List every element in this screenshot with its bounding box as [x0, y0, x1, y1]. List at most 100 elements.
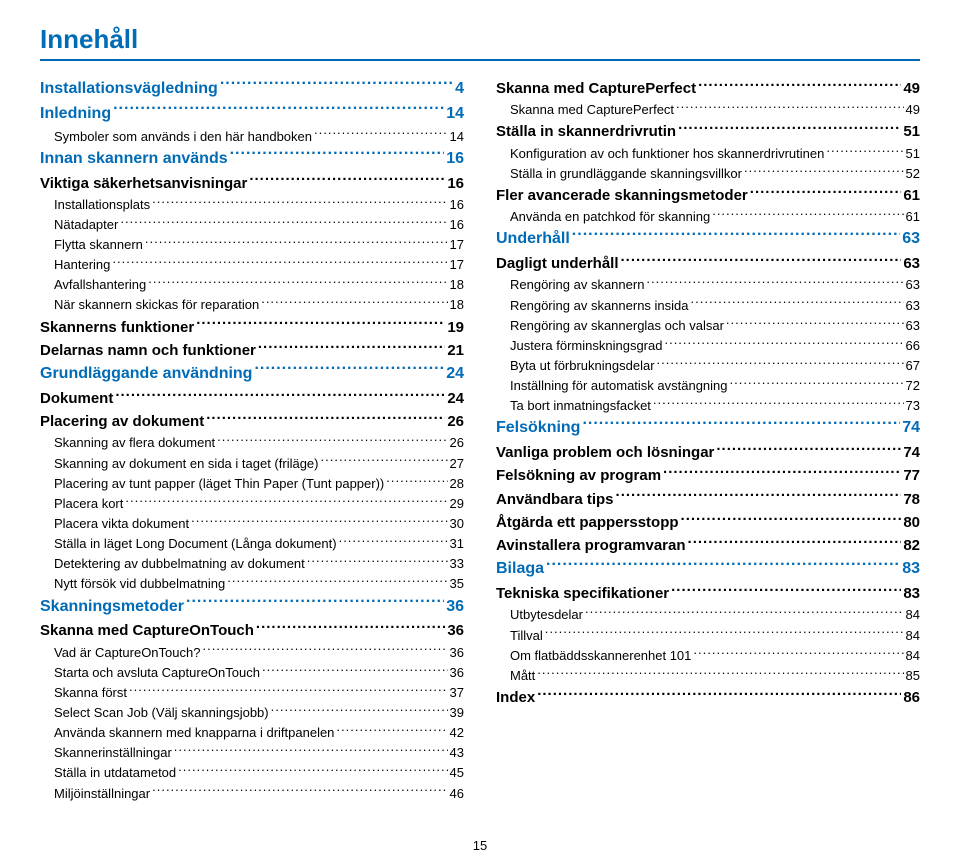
toc-entry[interactable]: Installationsvägledning 4 [40, 77, 464, 102]
toc-entry[interactable]: Flytta skannern 17 [40, 235, 464, 255]
toc-entry[interactable]: Nytt försök vid dubbelmatning 35 [40, 574, 464, 594]
toc-entry[interactable]: Bilaga 83 [496, 557, 920, 582]
toc-entry-label: Grundläggande användning [40, 362, 252, 387]
toc-entry[interactable]: Rengöring av skannerns insida 63 [496, 296, 920, 316]
toc-entry[interactable]: Skannerns funktioner 19 [40, 316, 464, 339]
toc-entry-label: Inställning för automatisk avstängning [510, 376, 728, 396]
toc-entry[interactable]: Symboler som används i den här handboken… [40, 127, 464, 147]
toc-entry-label: Placering av tunt papper (läget Thin Pap… [54, 474, 384, 494]
toc-entry[interactable]: Skanningsmetoder 36 [40, 595, 464, 620]
toc-entry-page: 24 [447, 387, 464, 410]
toc-entry[interactable]: Rengöring av skannerglas och valsar 63 [496, 316, 920, 336]
toc-entry-page: 24 [446, 362, 464, 387]
toc-entry[interactable]: Delarnas namn och funktioner 21 [40, 339, 464, 362]
toc-entry[interactable]: Använda skannern med knapparna i driftpa… [40, 723, 464, 743]
toc-entry[interactable]: Ställa in grundläggande skanningsvillkor… [496, 164, 920, 184]
toc-entry[interactable]: Dokument 24 [40, 387, 464, 410]
toc-entry[interactable]: Åtgärda ett pappersstopp 80 [496, 511, 920, 534]
toc-entry-leader [712, 208, 903, 221]
toc-entry-leader [174, 744, 448, 757]
toc-entry-leader [230, 147, 445, 163]
toc-entry[interactable]: Skanna först 37 [40, 683, 464, 703]
toc-entry-leader [314, 128, 448, 141]
toc-entry[interactable]: Skanna med CaptureOnTouch 36 [40, 619, 464, 642]
toc-entry[interactable]: Underhåll 63 [496, 227, 920, 252]
toc-entry[interactable]: Felsökning 74 [496, 416, 920, 441]
toc-entry-label: Symboler som används i den här handboken [54, 127, 312, 147]
toc-entry[interactable]: Avinstallera programvaran 82 [496, 534, 920, 557]
toc-entry[interactable]: Installationsplats 16 [40, 195, 464, 215]
toc-entry[interactable]: Detektering av dubbelmatning av dokument… [40, 554, 464, 574]
toc-entry[interactable]: Avfallshantering 18 [40, 275, 464, 295]
toc-entry[interactable]: Viktiga säkerhetsanvisningar 16 [40, 172, 464, 195]
toc-entry[interactable]: Ställa in skannerdrivrutin 51 [496, 120, 920, 143]
toc-entry-page: 36 [446, 595, 464, 620]
toc-entry-page: 63 [906, 275, 920, 295]
toc-entry[interactable]: Placering av dokument 26 [40, 410, 464, 433]
toc-entry[interactable]: Inställning för automatisk avstängning 7… [496, 376, 920, 396]
toc-entry[interactable]: Om flatbäddsskannerenhet 101 84 [496, 646, 920, 666]
toc-entry-page: 74 [902, 416, 920, 441]
toc-entry-page: 35 [450, 574, 464, 594]
toc-entry[interactable]: Select Scan Job (Välj skanningsjobb) 39 [40, 703, 464, 723]
toc-entry-leader [249, 173, 445, 188]
toc-entry[interactable]: Byta ut förbrukningsdelar 67 [496, 356, 920, 376]
toc-entry[interactable]: Skanning av dokument en sida i taget (fr… [40, 454, 464, 474]
toc-entry[interactable]: Vanliga problem och lösningar 74 [496, 441, 920, 464]
toc-entry[interactable]: Mått 85 [496, 666, 920, 686]
toc-entry[interactable]: Tekniska specifikationer 83 [496, 582, 920, 605]
toc-entry-label: Rengöring av skannerglas och valsar [510, 316, 724, 336]
toc-entry[interactable]: Felsökning av program 77 [496, 464, 920, 487]
toc-entry[interactable]: Starta och avsluta CaptureOnTouch 36 [40, 663, 464, 683]
toc-entry[interactable]: Konfiguration av och funktioner hos skan… [496, 144, 920, 164]
toc-entry-page: 67 [906, 356, 920, 376]
toc-entry-page: 16 [450, 195, 464, 215]
toc-entry-leader [112, 256, 447, 269]
toc-entry-page: 74 [903, 441, 920, 464]
toc-entry[interactable]: Inledning 14 [40, 102, 464, 127]
toc-entry[interactable]: Vad är CaptureOnTouch? 36 [40, 643, 464, 663]
toc-entry-label: Byta ut förbrukningsdelar [510, 356, 655, 376]
toc-entry[interactable]: Nätadapter 16 [40, 215, 464, 235]
toc-entry-leader [681, 512, 902, 527]
toc-entry[interactable]: Använda en patchkod för skanning 61 [496, 207, 920, 227]
toc-entry-page: 45 [450, 763, 464, 783]
toc-entry[interactable]: Justera förminskningsgrad 66 [496, 336, 920, 356]
title-underline [40, 59, 920, 61]
toc-entry-leader [254, 362, 444, 378]
toc-entry-leader [178, 764, 447, 777]
toc-entry-page: 51 [906, 144, 920, 164]
toc-entry[interactable]: Fler avancerade skanningsmetoder 61 [496, 184, 920, 207]
toc-entry[interactable]: Skannerinställningar 43 [40, 743, 464, 763]
toc-entry[interactable]: Rengöring av skannern 63 [496, 275, 920, 295]
toc-entry-page: 43 [450, 743, 464, 763]
toc-entry[interactable]: Dagligt underhåll 63 [496, 252, 920, 275]
toc-entry[interactable]: Placering av tunt papper (läget Thin Pap… [40, 474, 464, 494]
toc-entry[interactable]: Utbytesdelar 84 [496, 605, 920, 625]
toc-entry-leader [730, 377, 904, 390]
toc-entry[interactable]: Placera vikta dokument 30 [40, 514, 464, 534]
toc-entry-label: Hantering [54, 255, 110, 275]
toc-entry[interactable]: Hantering 17 [40, 255, 464, 275]
toc-entry-leader [196, 317, 445, 332]
toc-entry[interactable]: När skannern skickas för reparation 18 [40, 295, 464, 315]
toc-entry[interactable]: Användbara tips 78 [496, 488, 920, 511]
toc-entry-page: 21 [447, 339, 464, 362]
toc-entry[interactable]: Index 86 [496, 686, 920, 709]
toc-entry[interactable]: Grundläggande användning 24 [40, 362, 464, 387]
toc-entry[interactable]: Ta bort inmatningsfacket 73 [496, 396, 920, 416]
toc-entry[interactable]: Tillval 84 [496, 626, 920, 646]
toc-entry[interactable]: Skanna med CapturePerfect 49 [496, 100, 920, 120]
toc-entry[interactable]: Skanna med CapturePerfect 49 [496, 77, 920, 100]
toc-entry-page: 78 [903, 488, 920, 511]
toc-entry-label: Installationsvägledning [40, 77, 218, 102]
toc-entry[interactable]: Miljöinställningar 46 [40, 784, 464, 804]
toc-entry[interactable]: Ställa in utdatametod 45 [40, 763, 464, 783]
toc-entry-leader [678, 121, 901, 136]
toc-entry[interactable]: Innan skannern används 16 [40, 147, 464, 172]
toc-entry[interactable]: Ställa in läget Long Document (Långa dok… [40, 534, 464, 554]
toc-entry[interactable]: Skanning av flera dokument 26 [40, 433, 464, 453]
toc-entry-label: Felsökning av program [496, 464, 661, 487]
toc-entry-page: 28 [450, 474, 464, 494]
toc-entry[interactable]: Placera kort 29 [40, 494, 464, 514]
